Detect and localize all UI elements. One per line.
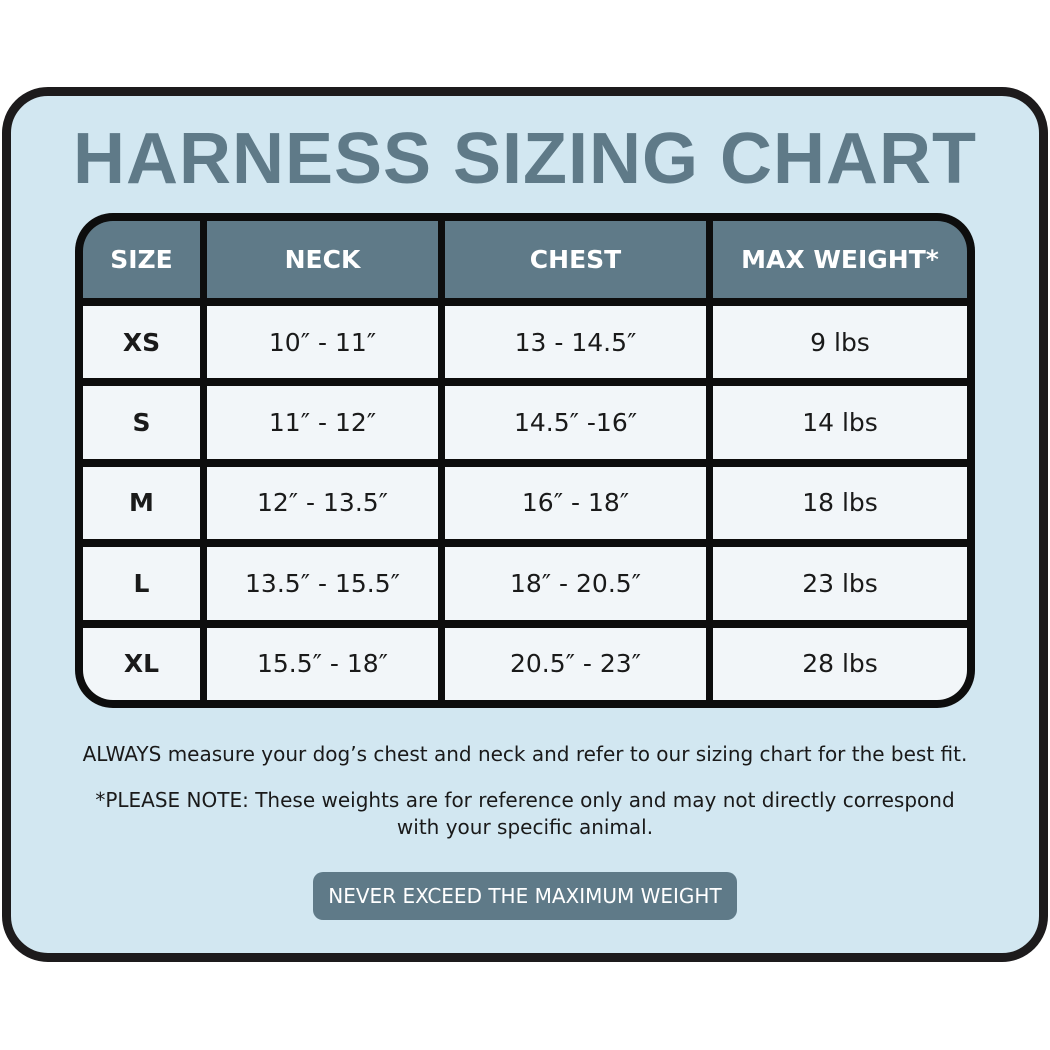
page-title: HARNESS SIZING CHART	[72, 119, 978, 199]
cell-chest: 20.5″ - 23″	[445, 627, 706, 700]
cell-chest: 16″ - 18″	[445, 466, 706, 540]
cell-chest: 14.5″ -16″	[445, 386, 706, 459]
cell-size: XS	[83, 306, 200, 379]
cell-size: L	[83, 547, 200, 620]
measure-note: ALWAYS measure your dog’s chest and neck…	[82, 742, 968, 766]
sizing-table: SIZE NECK CHEST MAX WEIGHT* XS 10″ - 11″ 13 - …	[75, 213, 975, 708]
cell-max-weight: 18 lbs	[713, 466, 967, 540]
cell-neck: 15.5″ - 18″	[207, 627, 438, 700]
cell-max-weight: 9 lbs	[713, 306, 967, 379]
header-neck: NECK	[207, 221, 438, 298]
cell-max-weight: 23 lbs	[713, 547, 967, 620]
cell-max-weight: 28 lbs	[713, 627, 967, 700]
cell-size: M	[83, 466, 200, 540]
cell-size: S	[83, 386, 200, 459]
cell-neck: 13.5″ - 15.5″	[207, 547, 438, 620]
cell-chest: 13 - 14.5″	[445, 306, 706, 379]
header-max-weight: MAX WEIGHT*	[713, 221, 967, 298]
disclaimer-line-1: *PLEASE NOTE: These weights are for refe…	[95, 788, 955, 812]
header-size: SIZE	[83, 221, 200, 298]
cell-size: XL	[83, 627, 200, 700]
disclaimer-line-2: with your specific animal.	[396, 815, 654, 839]
cell-neck: 12″ - 13.5″	[207, 466, 438, 540]
cell-neck: 10″ - 11″	[207, 306, 438, 379]
cell-chest: 18″ - 20.5″	[445, 547, 706, 620]
header-chest: CHEST	[445, 221, 706, 298]
cell-neck: 11″ - 12″	[207, 386, 438, 459]
cell-max-weight: 14 lbs	[713, 386, 967, 459]
max-weight-warning-badge: NEVER EXCEED THE MAXIMUM WEIGHT	[313, 872, 737, 920]
